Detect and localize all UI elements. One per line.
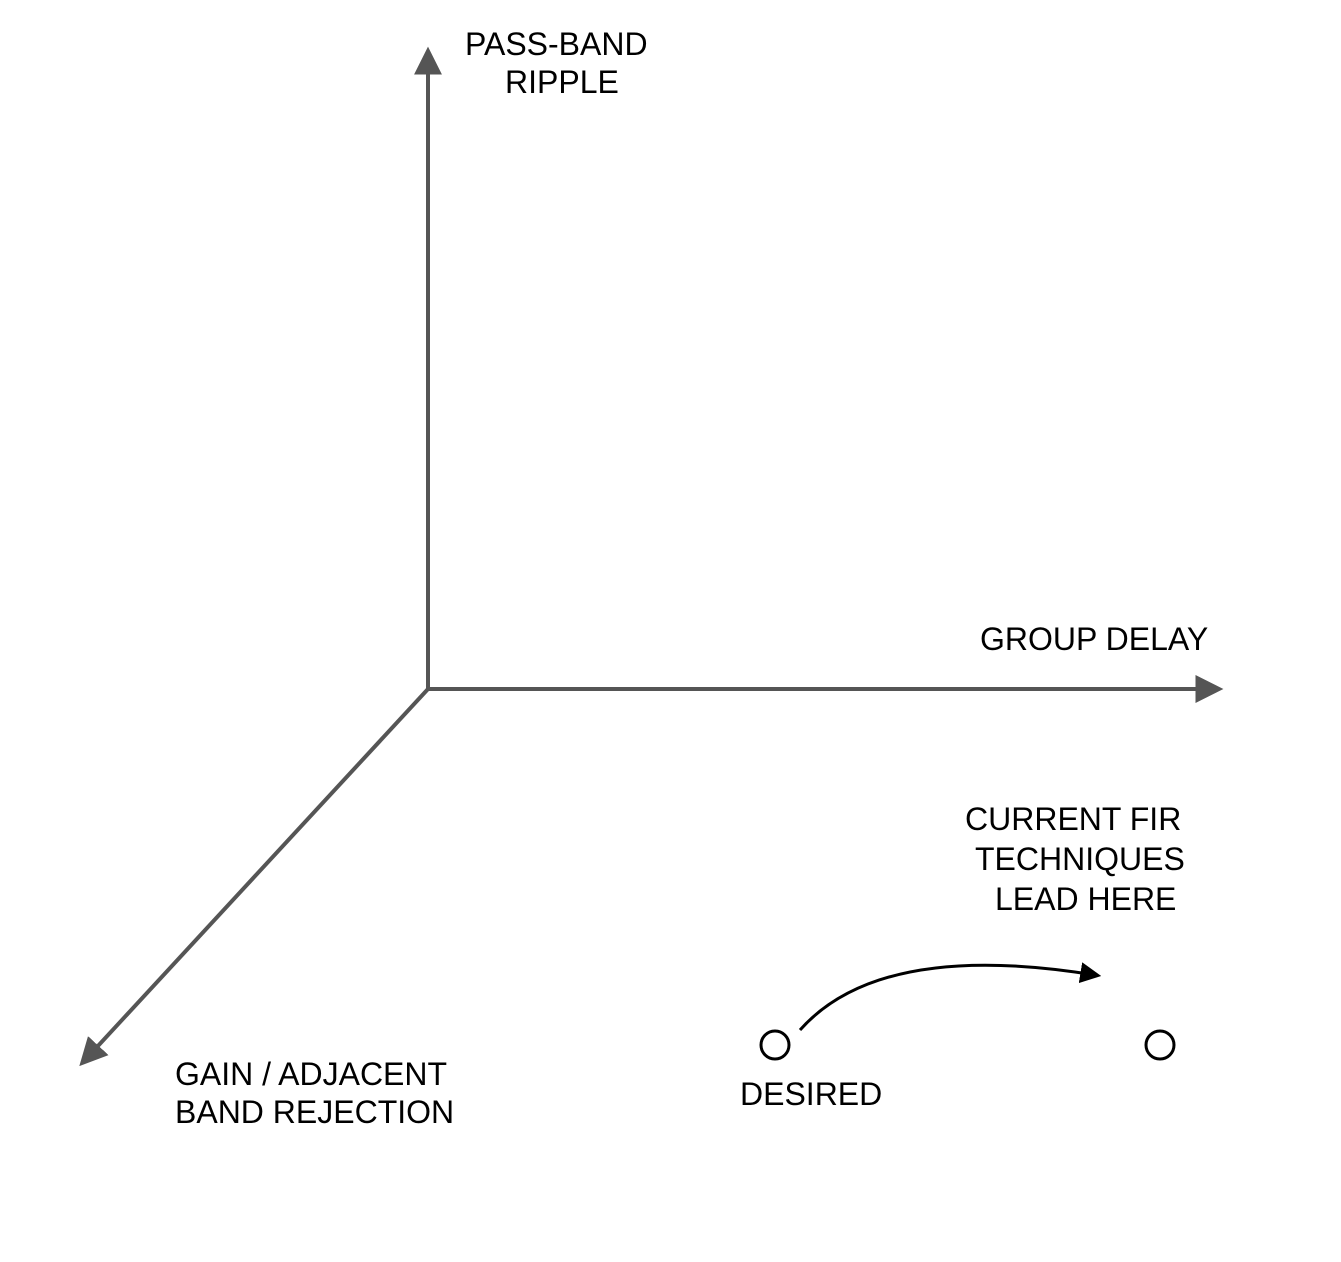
x-axis-label: GROUP DELAY	[980, 621, 1208, 657]
z-axis-label: GAIN / ADJACENTBAND REJECTION	[175, 1056, 454, 1130]
z-axis	[85, 689, 428, 1060]
y-axis-label: PASS-BANDRIPPLE	[465, 26, 648, 100]
desired-point	[761, 1031, 789, 1059]
current-fir-point	[1146, 1031, 1174, 1059]
connector-arrow	[800, 965, 1095, 1030]
desired-label: DESIRED	[740, 1076, 882, 1112]
current-fir-label: CURRENT FIRTECHNIQUESLEAD HERE	[965, 801, 1185, 917]
